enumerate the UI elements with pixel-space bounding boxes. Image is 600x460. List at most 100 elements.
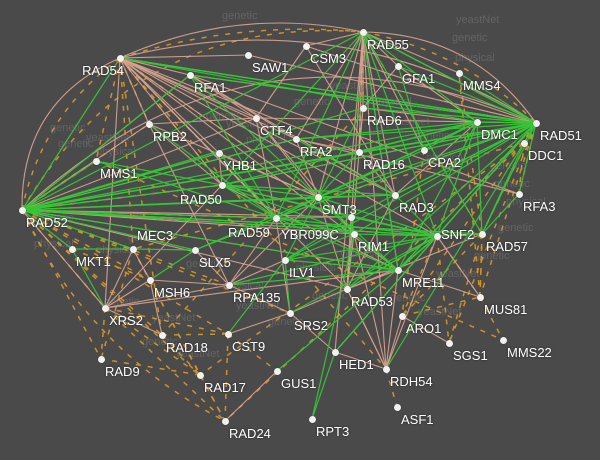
edge-genetic_green xyxy=(189,74,537,124)
edge-yeastnet_dashed xyxy=(104,307,229,335)
gene-node[interactable] xyxy=(97,355,105,363)
gene-node[interactable] xyxy=(347,213,355,221)
gene-node[interactable] xyxy=(394,266,402,274)
edge-yeastnet_dashed xyxy=(401,235,438,317)
edge-genetic_green xyxy=(21,209,438,237)
edge-physical xyxy=(385,269,399,370)
gene-node[interactable] xyxy=(244,51,252,59)
edge-physical xyxy=(119,57,191,76)
gene-node[interactable] xyxy=(391,191,399,199)
edge-genetic_green xyxy=(362,31,438,237)
edge-physical xyxy=(119,57,297,140)
edge-genetic_green xyxy=(289,235,438,314)
gene-node[interactable] xyxy=(129,245,137,253)
gene-node[interactable] xyxy=(221,417,229,425)
gene-node[interactable] xyxy=(394,62,402,70)
gene-node[interactable] xyxy=(273,367,281,375)
gene-node[interactable] xyxy=(355,148,363,156)
gene-node[interactable] xyxy=(92,157,100,165)
edge-physical xyxy=(104,284,230,309)
gene-node[interactable] xyxy=(455,69,463,77)
edge-physical xyxy=(397,269,481,298)
gene-node[interactable] xyxy=(359,104,367,112)
gene-node[interactable] xyxy=(515,190,523,198)
edge-genetic_green xyxy=(21,138,297,211)
edge-genetic_green xyxy=(189,74,277,219)
gene-node[interactable] xyxy=(218,181,226,189)
gene-node[interactable] xyxy=(252,114,260,122)
edge-genetic_green xyxy=(95,160,277,219)
edge-physical xyxy=(362,31,537,124)
gene-node[interactable] xyxy=(359,28,367,36)
gene-node[interactable] xyxy=(393,403,401,411)
gene-node[interactable] xyxy=(196,371,204,379)
edge-genetic_green xyxy=(218,152,277,219)
gene-node[interactable] xyxy=(314,193,322,201)
gene-node[interactable] xyxy=(225,281,233,289)
edge-genetic_green xyxy=(353,122,537,235)
edge-genetic_green xyxy=(284,216,352,261)
edge-physical xyxy=(104,279,151,309)
edge-yeastnet_dashed xyxy=(104,307,201,376)
gene-node[interactable] xyxy=(145,120,153,128)
edge-genetic_green xyxy=(227,259,286,335)
gene-node[interactable] xyxy=(292,135,300,143)
gene-node[interactable] xyxy=(272,214,280,222)
edge-physical xyxy=(305,45,396,196)
edge-genetic_green xyxy=(21,152,220,211)
edge-physical xyxy=(21,57,121,211)
edge-physical xyxy=(104,184,223,309)
edge-physical xyxy=(119,22,364,59)
gene-node[interactable] xyxy=(476,293,484,301)
gene-node[interactable] xyxy=(146,276,154,284)
edge-yeastnet_dashed xyxy=(458,72,481,298)
edge-genetic_green xyxy=(221,31,364,186)
gene-node[interactable] xyxy=(532,119,540,127)
gene-node[interactable] xyxy=(382,365,390,373)
edge-genetic_green xyxy=(317,121,478,198)
gene-node[interactable] xyxy=(68,245,76,253)
edge-genetic_green xyxy=(518,122,537,195)
edge-physical xyxy=(362,31,460,74)
gene-node[interactable] xyxy=(331,348,339,356)
gene-node[interactable] xyxy=(350,230,358,238)
edge-physical xyxy=(228,284,291,314)
gene-node[interactable] xyxy=(18,206,26,214)
edge-genetic_green xyxy=(21,74,191,211)
gene-node[interactable] xyxy=(158,331,166,339)
edge-genetic_green xyxy=(21,160,97,211)
edge-genetic_green xyxy=(362,31,537,124)
edge-yeastnet_dashed xyxy=(448,122,537,344)
gene-node[interactable] xyxy=(520,139,528,147)
gene-node[interactable] xyxy=(302,42,310,50)
gene-node[interactable] xyxy=(420,146,428,154)
gene-node[interactable] xyxy=(224,330,232,338)
gene-node[interactable] xyxy=(398,312,406,320)
edge-physical xyxy=(119,57,223,186)
edge-physical xyxy=(21,117,257,211)
edge-physical xyxy=(305,45,537,124)
gene-node[interactable] xyxy=(433,232,441,240)
gene-node[interactable] xyxy=(281,256,289,264)
edge-genetic_green xyxy=(284,233,355,261)
gene-node[interactable] xyxy=(286,309,294,317)
gene-node[interactable] xyxy=(191,246,199,254)
edge-genetic_green xyxy=(21,209,73,250)
edge-genetic_green xyxy=(397,65,425,151)
gene-node[interactable] xyxy=(343,285,351,293)
edge-genetic_green xyxy=(481,142,525,235)
gene-node[interactable] xyxy=(215,149,223,157)
gene-node[interactable] xyxy=(478,230,486,238)
edge-genetic_green xyxy=(21,209,277,219)
gene-node[interactable] xyxy=(116,54,124,62)
edge-genetic_green xyxy=(284,122,537,261)
edge-genetic_green xyxy=(189,74,319,198)
gene-node[interactable] xyxy=(186,71,194,79)
gene-node[interactable] xyxy=(499,336,507,344)
gene-node[interactable] xyxy=(445,339,453,347)
gene-node[interactable] xyxy=(473,118,481,126)
gene-node[interactable] xyxy=(101,304,109,312)
edge-physical xyxy=(362,31,425,151)
gene-node[interactable] xyxy=(308,415,316,423)
